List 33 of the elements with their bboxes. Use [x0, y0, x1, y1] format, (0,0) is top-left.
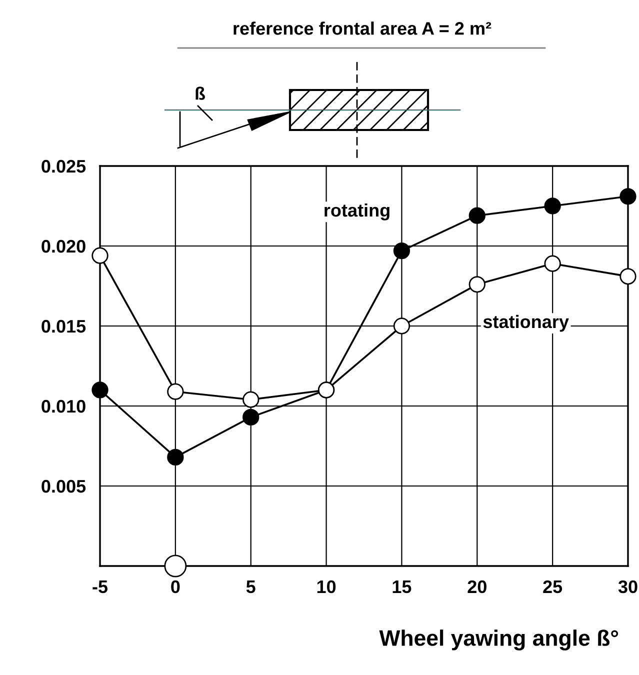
point [393, 318, 410, 334]
x-tick-label: 30 [618, 580, 638, 594]
series-label: stationary [483, 314, 569, 332]
x-axis-title: Wheel yawing angle ß° [379, 630, 618, 650]
y-tick-label: 0.005 [42, 480, 86, 493]
y-tick-label: 0.015 [42, 320, 86, 333]
series-label: rotating [324, 203, 390, 220]
x-tick-label: 0 [171, 580, 180, 594]
point [620, 268, 636, 285]
y-tick-label: 0.020 [42, 240, 86, 253]
x-tick-label: 15 [392, 580, 412, 594]
x-tick-label: 20 [468, 580, 486, 594]
point [167, 448, 184, 466]
text: ß [196, 86, 206, 100]
point [544, 198, 561, 214]
y-tick-label: 0.025 [42, 160, 86, 173]
x-tick-label: 10 [317, 580, 336, 594]
point [620, 188, 636, 205]
y-tick-label: 0.010 [42, 400, 86, 413]
chart-title: reference frontal area A = 2 m² [234, 22, 492, 35]
point [393, 242, 410, 260]
x-tick-label: -5 [92, 580, 108, 594]
point [544, 255, 561, 272]
x-tick-label: 5 [246, 580, 256, 594]
point [164, 554, 187, 578]
point [92, 382, 108, 398]
point [468, 276, 486, 293]
point [468, 207, 486, 224]
x-tick-label: 25 [543, 580, 562, 594]
point [242, 391, 260, 408]
point [167, 383, 184, 400]
point [242, 408, 260, 426]
point [92, 247, 108, 264]
